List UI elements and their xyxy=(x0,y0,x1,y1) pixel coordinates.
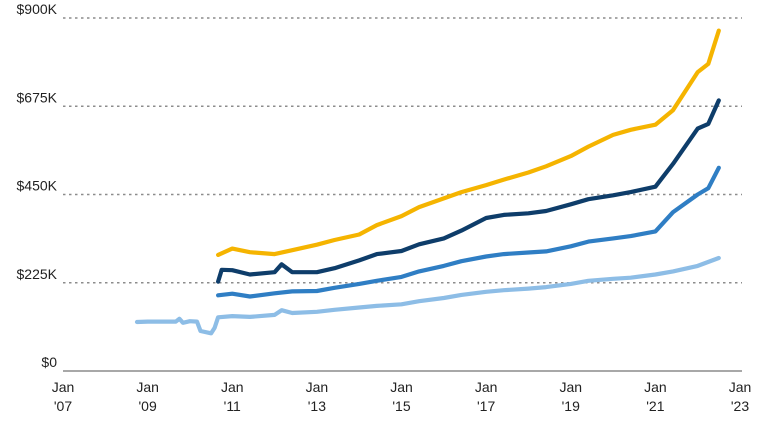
series-line-4 xyxy=(134,255,721,336)
x-tick-year: '11 xyxy=(224,398,241,414)
x-tick-year: '09 xyxy=(139,398,157,414)
x-tick-label: Jan '15 xyxy=(390,379,413,414)
x-tick-year: '15 xyxy=(392,398,410,414)
y-tick-label: $900K xyxy=(17,1,58,17)
x-tick-month: Jan xyxy=(559,379,582,395)
y-axis-tick-labels: $0 $225K $450K $675K $900K xyxy=(17,1,58,370)
x-tick-month: Jan xyxy=(52,379,75,395)
x-tick-month: Jan xyxy=(221,379,244,395)
x-tick-label: Jan '13 xyxy=(306,379,329,414)
series-lines xyxy=(134,28,721,336)
x-tick-label: Jan '23 xyxy=(729,379,752,414)
x-tick-month: Jan xyxy=(475,379,498,395)
x-tick-label: Jan '17 xyxy=(475,379,498,414)
x-tick-month: Jan xyxy=(136,379,159,395)
x-axis-tick-labels: Jan '07 Jan '09 Jan '11 Jan '13 Jan '15 Jan '17 Jan '… xyxy=(52,379,752,414)
x-tick-year: '21 xyxy=(646,398,664,414)
y-tick-label: $450K xyxy=(17,178,58,194)
x-tick-year: '07 xyxy=(54,398,72,414)
series-line-1 xyxy=(216,28,721,257)
x-tick-year: '23 xyxy=(731,398,749,414)
x-tick-label: Jan '11 xyxy=(221,379,244,414)
x-tick-year: '17 xyxy=(477,398,495,414)
x-tick-year: '19 xyxy=(562,398,580,414)
x-tick-label: Jan '09 xyxy=(136,379,159,414)
y-tick-label: $225K xyxy=(17,266,58,282)
x-tick-month: Jan xyxy=(729,379,752,395)
y-tick-label: $675K xyxy=(17,89,58,105)
x-tick-year: '13 xyxy=(308,398,326,414)
y-tick-label: $0 xyxy=(41,354,57,370)
series-line-3 xyxy=(216,165,721,299)
x-tick-month: Jan xyxy=(644,379,667,395)
x-tick-label: Jan '21 xyxy=(644,379,667,414)
x-tick-label: Jan '19 xyxy=(559,379,582,414)
x-tick-label: Jan '07 xyxy=(52,379,75,414)
grid-lines xyxy=(63,17,742,372)
x-tick-month: Jan xyxy=(390,379,413,395)
series-line-2 xyxy=(216,98,721,284)
x-tick-month: Jan xyxy=(306,379,329,395)
